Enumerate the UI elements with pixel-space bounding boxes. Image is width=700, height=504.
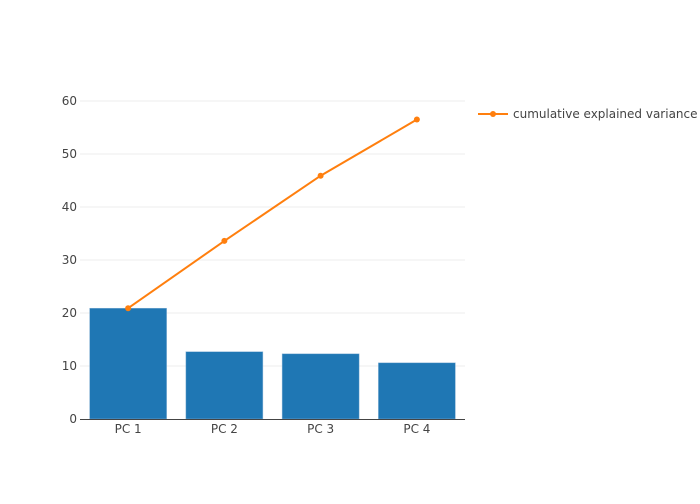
legend-label: cumulative explained variance	[513, 107, 698, 121]
bars	[89, 307, 456, 420]
y-tick-label: 50	[62, 147, 77, 161]
y-tick-label: 20	[62, 306, 77, 320]
cumulative-point[interactable]	[317, 172, 324, 179]
cumulative-point[interactable]	[125, 305, 132, 312]
x-tick-labels: PC 1 PC 2 PC 3 PC 4	[115, 422, 431, 436]
y-tick-label: 30	[62, 253, 77, 267]
bar-pc1[interactable]	[89, 307, 167, 420]
bar-pc3[interactable]	[281, 353, 360, 420]
bar-pc4[interactable]	[378, 362, 456, 420]
bar-pc2[interactable]	[185, 351, 264, 420]
y-tick-label: 60	[62, 94, 77, 108]
x-tick-label: PC 3	[307, 422, 334, 436]
x-tick-label: PC 1	[115, 422, 142, 436]
legend-marker-icon	[490, 111, 496, 117]
y-tick-label: 40	[62, 200, 77, 214]
y-tick-label: 0	[69, 412, 77, 426]
cumulative-line	[125, 116, 420, 312]
cumulative-line-path	[127, 118, 418, 310]
legend[interactable]: cumulative explained variance	[478, 107, 698, 121]
cumulative-point[interactable]	[221, 237, 228, 244]
x-tick-label: PC 2	[211, 422, 238, 436]
y-tick-labels: 0 10 20 30 40 50 60	[62, 94, 77, 426]
x-tick-label: PC 4	[403, 422, 430, 436]
cumulative-point[interactable]	[413, 116, 420, 123]
y-tick-label: 10	[62, 359, 77, 373]
